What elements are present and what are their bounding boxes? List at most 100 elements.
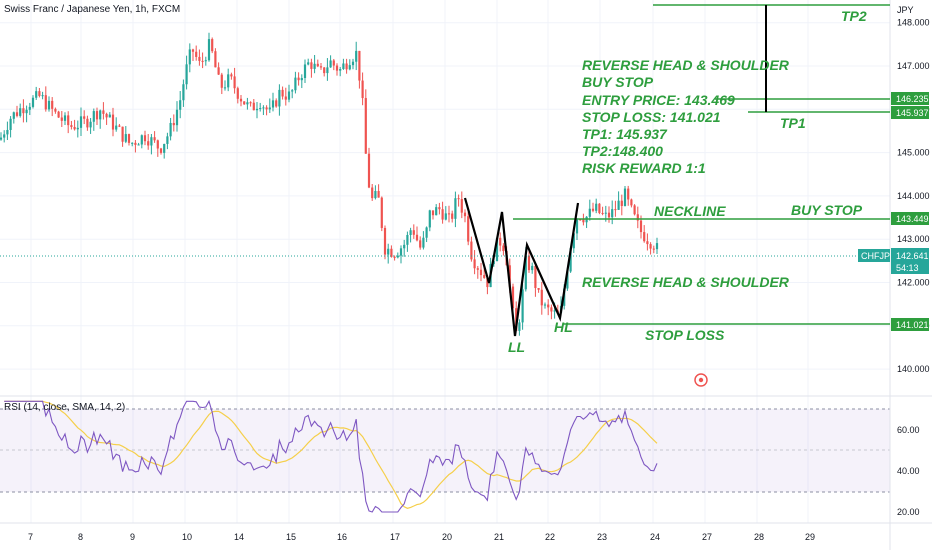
candle-body (86, 118, 89, 128)
candle-body (223, 87, 227, 89)
buy-stop-label: BUY STOP (791, 202, 863, 218)
stop-price-tag: 141.021 (896, 320, 929, 330)
candle-body (444, 213, 447, 220)
candle-body (150, 137, 153, 146)
candle-body (422, 237, 425, 248)
candle-body (99, 110, 102, 120)
candle-body (339, 69, 342, 71)
time-tick: 16 (337, 532, 347, 542)
candle-body (441, 209, 444, 220)
candle-body (473, 259, 476, 269)
candle-body (131, 142, 134, 144)
candle-body (511, 286, 515, 309)
candle-body (294, 77, 297, 91)
candle-body (124, 134, 127, 142)
candle-body (518, 322, 521, 331)
candle-body (38, 91, 41, 96)
time-tick: 28 (754, 532, 764, 542)
candle-body (179, 100, 182, 110)
candle-body (239, 98, 243, 102)
candle-body (483, 275, 486, 278)
candle-body (550, 307, 553, 312)
candle-body (460, 199, 463, 213)
candle-body (591, 208, 595, 211)
candle-body (252, 102, 255, 111)
symbol-tag: CHFJPY (861, 251, 896, 261)
candle-body (355, 50, 358, 62)
candle-body (108, 114, 111, 118)
candle-body (364, 98, 367, 154)
rsi-ma-line (4, 400, 658, 509)
candle-body (9, 118, 12, 130)
candle-body (390, 248, 393, 257)
candle-body (182, 84, 185, 101)
candle-body (521, 289, 524, 323)
setup-line: RISK REWARD 1:1 (582, 160, 706, 176)
candles (0, 32, 659, 336)
candle-body (342, 63, 345, 70)
candle-body (643, 232, 646, 242)
candle-body (191, 49, 195, 52)
candle-body (89, 121, 92, 128)
candle-body (617, 200, 620, 210)
candle-body (201, 60, 204, 62)
candle-body (649, 244, 652, 249)
candle-body (479, 269, 483, 276)
candle-body (63, 115, 67, 121)
time-tick: 9 (130, 532, 135, 542)
candle-body (115, 125, 118, 130)
candle-body (447, 213, 451, 215)
candle-body (470, 241, 473, 260)
candle-body (553, 310, 556, 312)
candle-body (377, 190, 380, 198)
candle-body (118, 125, 121, 127)
candle-body (95, 111, 99, 120)
rsi-line (4, 399, 658, 513)
candle-body (6, 129, 9, 135)
candle-body (60, 117, 63, 121)
rsi-tick: 60.00 (897, 425, 920, 435)
candle-body (454, 198, 457, 219)
candle-body (467, 216, 470, 242)
candle-body (153, 137, 156, 141)
neckline-price-tag-bg (891, 212, 929, 225)
candle-body (233, 76, 236, 89)
time-tick: 8 (78, 532, 83, 542)
candle-body (204, 60, 207, 62)
candle-body (236, 88, 239, 99)
candle-body (172, 122, 175, 126)
candle-body (79, 116, 83, 128)
candle-body (73, 126, 76, 130)
candle-body (76, 127, 79, 130)
symbol-tag-bg (858, 249, 890, 262)
candle-body (175, 109, 179, 126)
setup-line: BUY STOP (582, 74, 654, 90)
candle-body (159, 148, 163, 153)
hl-label: HL (554, 319, 573, 335)
price-tick: 144.000 (897, 191, 930, 201)
candle-body (268, 107, 271, 110)
setup-line: STOP LOSS: 141.021 (582, 109, 721, 125)
candle-body (607, 212, 611, 218)
chart-title: Swiss Franc / Japanese Yen, 1h, FXCM (4, 4, 180, 15)
candle-body (502, 245, 505, 252)
candle-body (297, 77, 300, 81)
candle-body (214, 51, 217, 68)
time-tick: 7 (28, 532, 33, 542)
candle-body (57, 111, 60, 118)
candle-body (211, 39, 214, 52)
candle-body (387, 248, 390, 255)
candle-body (156, 140, 159, 149)
candle-body (230, 74, 233, 77)
candle-body (278, 89, 281, 107)
candle-body (35, 91, 38, 98)
candle-body (351, 61, 355, 66)
setup-line: TP1: 145.937 (582, 126, 668, 142)
candle-body (243, 101, 246, 105)
candle-body (102, 110, 105, 114)
candle-body (579, 219, 582, 221)
candle-body (262, 107, 265, 109)
candle-body (12, 112, 15, 119)
candle-body (246, 102, 249, 105)
